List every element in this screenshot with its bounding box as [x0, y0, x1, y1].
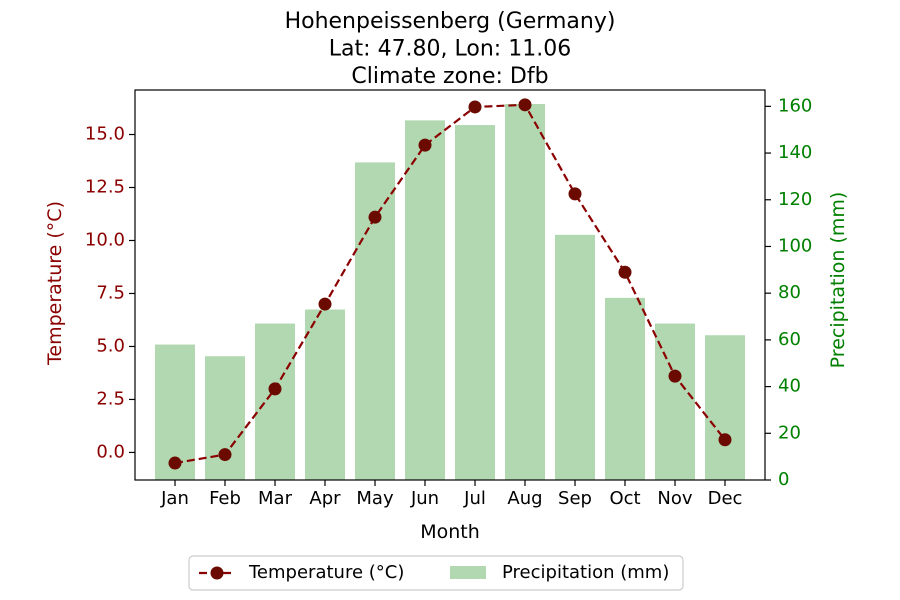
- precipitation-bar: [555, 234, 595, 480]
- chart-title-line: Hohenpeissenberg (Germany): [285, 9, 616, 34]
- y-left-tick-label: 2.5: [96, 388, 125, 409]
- y-left-tick-label: 10.0: [85, 229, 125, 250]
- y-right-tick-label: 40: [778, 376, 801, 397]
- y-right-tick-label: 100: [778, 235, 812, 256]
- temperature-point: [418, 138, 432, 152]
- y-right-tick-label: 160: [778, 95, 812, 116]
- precipitation-bar: [455, 125, 495, 480]
- y-right-tick-label: 0: [778, 469, 789, 490]
- x-tick-label: Mar: [258, 488, 293, 509]
- x-tick-label: Jan: [160, 488, 189, 509]
- legend-label-precipitation: Precipitation (mm): [502, 562, 669, 583]
- precipitation-bar: [305, 309, 345, 480]
- precipitation-bar: [205, 356, 245, 480]
- x-tick-label: Sep: [558, 488, 592, 509]
- y-right-tick-label: 80: [778, 282, 801, 303]
- precipitation-bar: [605, 297, 645, 480]
- chart-title: Hohenpeissenberg (Germany) Lat: 47.80, Lo…: [285, 9, 616, 89]
- legend-label-temperature: Temperature (°C): [248, 562, 404, 583]
- y-axis-right: 0 20 40 60 80 100 120 140 160: [765, 95, 812, 490]
- y-left-tick-label: 12.5: [85, 177, 125, 198]
- precipitation-bar: [505, 104, 545, 481]
- x-tick-label: Feb: [209, 488, 241, 509]
- precipitation-bar: [705, 335, 745, 480]
- x-tick-label: Apr: [309, 488, 341, 509]
- x-tick-label: Nov: [657, 488, 692, 509]
- precipitation-bar: [255, 323, 295, 480]
- precipitation-bar: [405, 120, 445, 480]
- y-left-tick-label: 5.0: [96, 335, 125, 356]
- legend-box: [188, 555, 684, 591]
- y-axis-left-label: Temperature (°C): [44, 201, 66, 366]
- y-right-tick-label: 60: [778, 329, 801, 350]
- y-left-tick-label: 15.0: [85, 124, 125, 145]
- y-right-tick-label: 120: [778, 189, 812, 210]
- x-tick-label: Oct: [609, 488, 640, 509]
- y-left-tick-label: 0.0: [96, 441, 125, 462]
- x-tick-label: Jun: [410, 488, 439, 509]
- x-tick-label: May: [356, 488, 394, 509]
- temperature-point: [668, 369, 682, 383]
- x-tick-label: Aug: [507, 488, 542, 509]
- x-tick-label: Jul: [463, 488, 486, 509]
- y-right-tick-label: 20: [778, 422, 801, 443]
- temperature-line: [168, 98, 732, 470]
- y-axis-left: 0.0 2.5 5.0 7.5 10.0 12.5 15.0: [85, 124, 135, 462]
- temperature-point: [718, 433, 732, 447]
- x-axis: Jan Feb Mar Apr May Jun Jul Aug Sep Oct Nov Dec: [160, 480, 742, 509]
- x-tick-label: Dec: [708, 488, 743, 509]
- x-axis-label: Month: [420, 521, 480, 543]
- precipitation-bar: [655, 323, 695, 480]
- y-right-tick-label: 140: [778, 142, 812, 163]
- temperature-point: [218, 448, 232, 462]
- temperature-point: [168, 456, 182, 470]
- chart-title-line: Climate zone: Dfb: [351, 64, 548, 89]
- temperature-point: [468, 100, 482, 114]
- precipitation-bar: [355, 162, 395, 480]
- y-left-tick-label: 7.5: [96, 282, 125, 303]
- temperature-series-line: [174, 103, 726, 465]
- temperature-point: [268, 382, 282, 396]
- legend-marker-swatch: [210, 566, 224, 580]
- temperature-point: [368, 210, 382, 224]
- temperature-point: [618, 265, 632, 279]
- chart-title-line: Lat: 47.80, Lon: 11.06: [329, 37, 571, 62]
- y-axis-right-label: Precipitation (mm): [827, 192, 849, 369]
- plot-frame: [134, 89, 766, 481]
- legend-bar-swatch: [450, 566, 486, 579]
- legend: Temperature (°C) Precipitation (mm): [188, 555, 684, 591]
- temperature-point: [318, 297, 332, 311]
- precipitation-bars: [155, 104, 745, 481]
- temperature-point: [518, 98, 532, 112]
- temperature-point: [568, 187, 582, 201]
